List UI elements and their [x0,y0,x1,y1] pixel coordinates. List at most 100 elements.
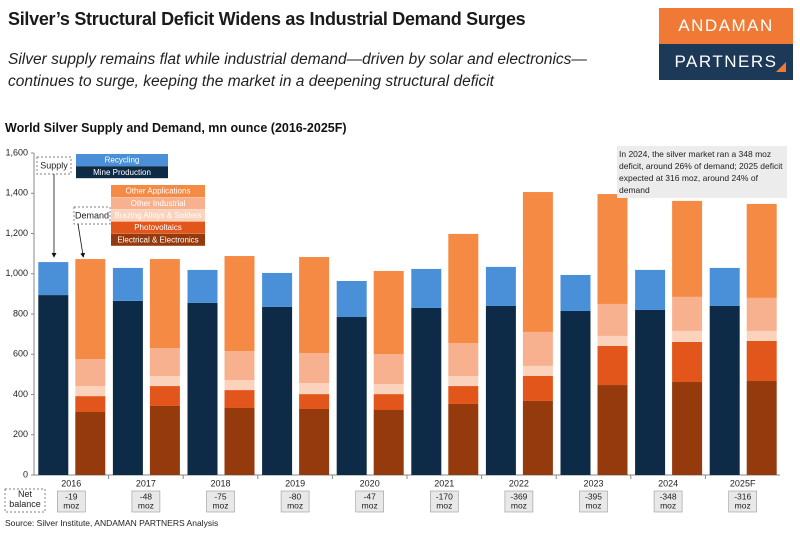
legend-swatch [111,197,205,210]
bar-segment [448,375,479,387]
bar-segment [560,310,591,475]
bar-segment [112,267,143,301]
legend-label: Recycling [105,156,140,165]
bar-segment [75,412,106,475]
x-tick-label: 2023 [583,478,603,488]
bar-segment [709,267,740,306]
bar-segment [597,194,628,304]
bar-segment [299,408,330,475]
bar-segment [373,270,404,355]
bar-segment [597,303,628,336]
net-balance-unit: moz [212,500,228,510]
net-balance-value: -395 [585,491,602,501]
bar-segment [112,300,143,475]
bar-segment [746,330,777,341]
bar-segment [373,394,404,410]
legend-swatch [111,221,205,234]
bar-segment [448,342,479,376]
bar-segment [522,192,553,332]
logo-accent [776,62,786,72]
bar-segment [149,375,180,387]
net-balance-unit: moz [585,500,601,510]
net-balance-unit: moz [660,500,676,510]
bar-segment [746,297,777,331]
bar-segment [485,305,516,475]
x-tick-label: 2018 [210,478,230,488]
bar-segment [709,305,740,475]
legend-swatch [111,209,205,222]
y-tick-label: 1,400 [5,188,28,198]
bar-segment [149,405,180,475]
bar-segment [75,396,106,413]
bar-segment [187,269,218,303]
bar-segment [672,341,703,383]
bar-segment [448,403,479,475]
net-balance-label-line: balance [9,499,41,509]
net-balance-label: Net balance [9,489,41,509]
bar-segment [522,331,553,366]
net-balance-value: -47 [364,491,377,501]
net-balance-value: -48 [140,491,153,501]
subtitle: Silver supply remains flat while industr… [8,51,587,90]
bar-segment [373,354,404,385]
bar-segment [299,394,330,409]
bar-segment [597,385,628,475]
legend-swatch [76,166,168,179]
bar-segment [448,233,479,343]
bar-segment [299,353,330,384]
bar-segment [485,266,516,306]
bar-segment [411,307,442,475]
x-tick-label: 2025F [730,478,756,488]
net-balance-value: -80 [289,491,302,501]
net-balance-unit: moz [436,500,452,510]
net-balance-value: -369 [510,491,527,501]
bar-segment [224,380,255,391]
net-balance-box [429,490,459,513]
net-balance-value: -19 [65,491,78,501]
bar-segment [411,268,442,308]
bar-segment [635,309,666,475]
net-balance-value: -170 [436,491,453,501]
net-balance-label-box [4,488,46,513]
net-balance-box [504,490,534,513]
bar-segment [373,409,404,475]
net-balance-box [653,490,683,513]
bar-segment [560,274,591,311]
logo: ANDAMAN [659,8,793,44]
y-tick-label: 0 [23,469,28,479]
bar-segment [746,203,777,298]
bar-segment [522,400,553,475]
bar-segment [336,280,367,318]
net-balance-unit: moz [511,500,527,510]
callout-arrow [77,223,86,258]
bar-segment [75,359,106,387]
net-balance-box [728,490,758,513]
legend-label: Mine Production [93,168,151,177]
net-balance-value: -348 [660,491,677,501]
x-tick-label: 2019 [285,478,305,488]
bar-segment [522,375,553,401]
x-tick-label: 2016 [61,478,81,488]
net-balance-box [280,490,310,513]
annotation: In 2024, the silver market ran a 348 moz… [617,146,787,198]
bar-segment [672,296,703,331]
bar-segment [746,381,777,475]
source: Source: Silver Institute, ANDAMAN PARTNE… [5,518,219,528]
callout-label: Supply [40,160,68,170]
bar-segment [299,383,330,395]
bar-segment [299,257,330,354]
y-tick-label: 200 [13,429,28,439]
bar-segment [373,384,404,395]
legend-label: Other Applications [126,187,191,196]
legend-swatch [111,185,205,197]
bar-segment [262,272,293,307]
net-balance-unit: moz [362,500,378,510]
y-tick-label: 1,600 [5,147,28,157]
net-balance-box [206,490,235,513]
bar-segment [522,365,553,376]
bar-segment [75,386,106,397]
bar-segment [672,330,703,342]
bar-segment [149,386,180,406]
bar-segment [224,351,255,381]
